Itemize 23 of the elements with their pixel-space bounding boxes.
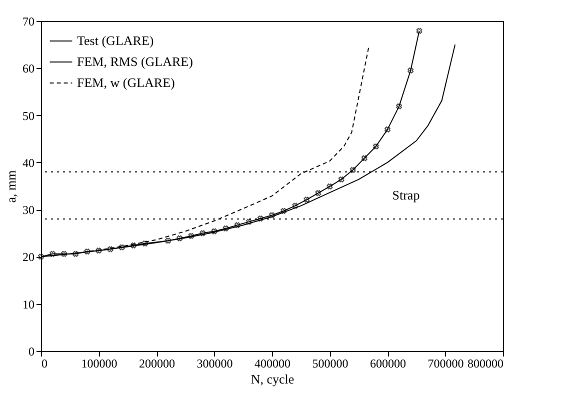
y-tick-label: 20: [22, 250, 34, 264]
x-tick-label: 0: [42, 356, 48, 370]
y-tick-label: 10: [22, 297, 34, 312]
x-tick-label: 400000: [254, 356, 290, 370]
legend-label: FEM, RMS (GLARE): [77, 54, 193, 69]
x-tick-label: 600000: [370, 356, 406, 370]
annotation: Strap: [392, 187, 420, 202]
x-tick-label: 300000: [196, 356, 233, 370]
y-tick-label: 60: [22, 62, 34, 76]
y-tick-label: 30: [22, 203, 34, 218]
x-tick-label: 100000: [81, 356, 118, 370]
legend-label: Test (GLARE): [77, 33, 154, 48]
x-tick-label: 700000: [428, 356, 464, 370]
x-tick-label: 500000: [312, 356, 348, 370]
y-tick-label: 0: [28, 344, 34, 358]
x-tick-label: 800000: [468, 356, 504, 370]
x-axis-title: N, cycle: [250, 372, 294, 386]
legend-label: FEM, w (GLARE): [77, 75, 175, 90]
y-tick-label: 50: [22, 108, 34, 123]
x-tick-label: 200000: [139, 356, 175, 370]
y-tick-label: 40: [22, 156, 34, 170]
y-tick-label: 70: [22, 14, 34, 28]
y-axis-title: a, mm: [4, 170, 18, 203]
